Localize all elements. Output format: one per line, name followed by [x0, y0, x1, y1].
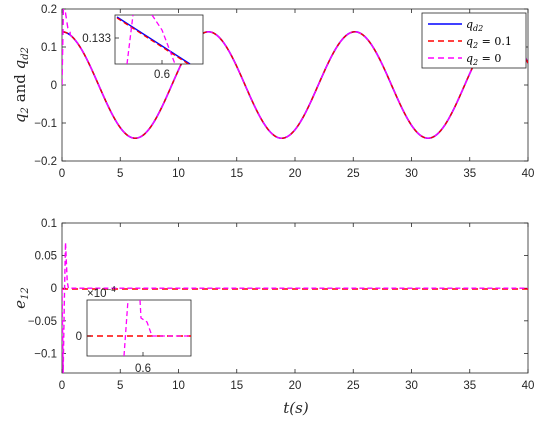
- xtick-label: 40: [522, 168, 535, 180]
- legend-item-q2-0: q2 = 0: [428, 52, 501, 67]
- legend-qd2-sub: d2: [473, 24, 483, 33]
- bottom-ticks: 0 5 10 15 20 25 30 35 40 −0.1 −0.05 0 0.05 0.1: [28, 218, 535, 392]
- xtick-label: 35: [463, 380, 476, 392]
- legend-item-q2-0.1: q2 = 0.1: [428, 35, 512, 50]
- xtick-label: 20: [289, 380, 302, 392]
- legend-q0-sub: 2: [472, 58, 478, 67]
- xtick-label: 10: [172, 380, 185, 392]
- legend-q01-sub: 2: [472, 41, 478, 50]
- bottom-inset-q0-line-2: [139, 300, 191, 337]
- xtick-label: 15: [230, 168, 243, 180]
- legend-q0-main: q: [466, 52, 473, 65]
- top-inset-ytick: 0.133: [82, 33, 111, 45]
- bottom-inset-q0-line: [123, 300, 129, 356]
- xtick-label: 5: [117, 380, 123, 392]
- top-inset-qd2-line: [116, 16, 191, 64]
- xtick-label: 40: [522, 380, 535, 392]
- xtick-label: 0: [59, 168, 65, 180]
- ytick-label: 0: [51, 80, 57, 92]
- bottom-inset: 0 0.6 ×10−4: [76, 285, 192, 375]
- top-inset-xtick: 0.6: [154, 69, 170, 81]
- ytick-label: 0.1: [41, 42, 57, 54]
- bottom-ylabel: e12: [11, 287, 31, 309]
- legend-q0-rest: = 0: [478, 52, 501, 65]
- xtick-label: 25: [347, 380, 360, 392]
- ytick-label: 0.05: [35, 251, 57, 263]
- ytick-label: −0.1: [34, 118, 57, 130]
- xtick-label: 30: [405, 168, 418, 180]
- top-inset: 0.133 0.6: [82, 14, 204, 81]
- ytick-label: −0.2: [34, 156, 57, 168]
- legend-q01-main: q: [466, 35, 473, 48]
- legend-qd2-main: q: [466, 18, 473, 31]
- top-inset-q0-line-2: [151, 15, 176, 64]
- top-inset-box: [114, 14, 204, 65]
- legend-q01-rest: = 0.1: [478, 35, 512, 48]
- bottom-inset-scale: ×10−4: [87, 285, 116, 300]
- ytick-label: −0.05: [28, 316, 57, 328]
- svg-text:qd2: qd2: [466, 18, 483, 33]
- top-ticks: 0 5 10 15 20 25 30 35 40 −0.2 −0.1 0 0.1 0.2: [34, 4, 534, 180]
- xtick-label: 15: [230, 380, 243, 392]
- bottom-inset-xtick: 0.6: [135, 363, 151, 375]
- q2-0.1-series-line: [62, 31, 528, 139]
- top-inset-q0-line: [126, 15, 134, 64]
- ytick-label: 0: [51, 283, 57, 295]
- xtick-label: 30: [405, 380, 418, 392]
- bottom-inset-ytick: 0: [76, 331, 82, 343]
- xtick-label: 10: [172, 168, 185, 180]
- svg-text:q2 = 0: q2 = 0: [466, 52, 501, 67]
- ytick-label: 0.2: [41, 4, 57, 16]
- top-inset-q01-line: [116, 17, 190, 64]
- bottom-inset-box: [86, 299, 192, 357]
- svg-text:q2 = 0.1: q2 = 0.1: [466, 35, 512, 50]
- xtick-label: 5: [117, 168, 123, 180]
- legend-item-qd2: qd2: [428, 18, 483, 33]
- ytick-label: 0.1: [41, 218, 57, 230]
- ytick-label: −0.1: [34, 348, 57, 360]
- bottom-xlabel: t(s): [283, 399, 309, 417]
- xtick-label: 35: [463, 168, 476, 180]
- xtick-label: 0: [59, 380, 65, 392]
- xtick-label: 25: [347, 168, 360, 180]
- top-plot: 0 5 10 15 20 25 30 35 40 −0.2 −0.1 0 0.1 0.2 0.133 0.…: [11, 4, 534, 180]
- xtick-label: 20: [289, 168, 302, 180]
- top-ylabel: q2 and qd2: [11, 47, 31, 123]
- top-legend: qd2 q2 = 0.1 q2 = 0: [421, 12, 527, 69]
- bottom-plot: 0 5 10 15 20 25 30 35 40 −0.1 −0.05 0 0.05 0.1 0 0.6 …: [11, 218, 534, 417]
